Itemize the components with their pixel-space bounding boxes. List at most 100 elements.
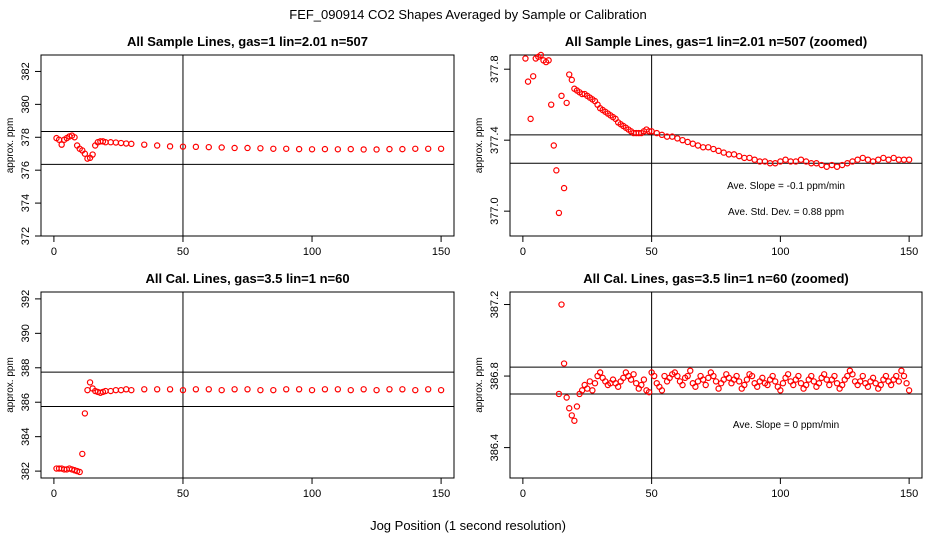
data-point: [808, 372, 815, 380]
data-point: [192, 386, 200, 393]
data-point: [179, 386, 187, 394]
data-point: [882, 372, 890, 380]
figure-title: FEF_090914 CO2 Shapes Averaged by Sample…: [289, 7, 646, 22]
data-point: [797, 380, 805, 387]
y-tick-label: 386.8: [489, 362, 501, 390]
data-point: [905, 387, 913, 394]
x-tick-label: 0: [520, 488, 526, 500]
x-tick-label: 100: [303, 246, 321, 258]
y-tick-label: 377.0: [489, 197, 501, 225]
data-point: [412, 145, 419, 152]
data-point: [715, 147, 722, 155]
data-point: [900, 372, 908, 380]
data-point: [802, 381, 810, 389]
data-point: [179, 143, 187, 150]
data-point: [705, 144, 712, 151]
data-point: [270, 386, 277, 394]
data-point: [782, 156, 789, 163]
data-point: [900, 156, 908, 163]
x-tick-label: 100: [771, 246, 789, 258]
data-point: [437, 386, 445, 394]
data-point: [754, 383, 761, 390]
data-point: [558, 92, 565, 100]
data-point: [596, 369, 604, 376]
x-tick-label: 150: [900, 246, 918, 258]
data-point: [759, 374, 766, 382]
data-point: [437, 145, 445, 152]
data-point: [527, 115, 534, 123]
data-point: [334, 386, 342, 393]
data-point: [560, 360, 568, 367]
data-point: [790, 381, 797, 389]
y-tick-label: 377.8: [489, 55, 501, 83]
data-point: [558, 301, 565, 308]
data-point: [399, 145, 406, 153]
data-point: [797, 156, 805, 163]
data-point: [735, 152, 743, 160]
data-point: [545, 57, 552, 64]
data-point: [880, 154, 887, 162]
annotation-text: Ave. Std. Dev. = 0.88 ppm: [728, 207, 844, 218]
data-point: [89, 151, 96, 158]
data-point: [859, 372, 866, 380]
data-point: [321, 386, 329, 393]
data-point: [122, 140, 130, 147]
data-point: [627, 376, 635, 383]
data-point: [779, 380, 787, 387]
y-tick-label: 390: [20, 324, 32, 342]
plot-frame: [509, 291, 923, 479]
data-point: [838, 381, 846, 389]
x-tick-label: 100: [771, 488, 789, 500]
y-tick-label: 387.2: [489, 291, 501, 319]
panel-cal-lines: All Cal. Lines, gas=3.5 lin=1 n=60 0 50 100…: [5, 271, 455, 500]
y-tick-label: 376: [20, 161, 32, 179]
data-point: [107, 139, 114, 146]
data-point: [898, 367, 905, 374]
data-point: [689, 140, 697, 147]
data-point: [117, 139, 125, 147]
data-point: [81, 410, 89, 417]
data-point: [630, 371, 637, 378]
data-point: [244, 144, 251, 152]
y-tick-label: 386: [20, 393, 32, 411]
data-point: [399, 386, 406, 393]
panel-cal-lines-zoomed: All Cal. Lines, gas=3.5 lin=1 n=60 (zoom…: [474, 271, 923, 500]
data-point: [128, 140, 135, 148]
data-point: [864, 156, 872, 163]
data-point: [661, 372, 668, 380]
data-point: [568, 76, 576, 84]
data-point: [694, 378, 702, 385]
data-point: [694, 142, 702, 149]
y-tick-label: 388: [20, 359, 32, 377]
x-tick-label: 50: [646, 246, 658, 258]
data-point: [869, 374, 877, 382]
data-point: [386, 386, 393, 393]
data-point: [823, 376, 830, 383]
data-point: [218, 386, 225, 394]
data-point: [548, 101, 555, 108]
data-point: [308, 386, 316, 394]
data-point: [705, 374, 712, 382]
x-tick-label: 150: [900, 488, 918, 500]
data-point: [81, 150, 89, 157]
panel-title: All Cal. Lines, gas=3.5 lin=1 n=60: [145, 271, 349, 286]
y-axis-label: approx. ppm: [5, 357, 16, 413]
data-point: [764, 381, 771, 389]
data-point: [295, 145, 303, 153]
x-tick-label: 50: [177, 246, 189, 258]
data-point: [815, 380, 823, 387]
data-point: [823, 163, 830, 170]
x-tick-label: 150: [432, 488, 450, 500]
data-point: [555, 209, 563, 217]
data-point: [283, 145, 290, 152]
data-point: [218, 144, 225, 151]
data-point: [810, 378, 818, 385]
data-point: [205, 386, 212, 393]
data-point: [529, 73, 537, 80]
data-point: [58, 141, 65, 148]
data-point: [86, 379, 94, 386]
data-point: [347, 386, 354, 394]
data-point: [751, 156, 758, 163]
data-point: [710, 372, 717, 380]
y-tick-label: 378: [20, 128, 32, 146]
